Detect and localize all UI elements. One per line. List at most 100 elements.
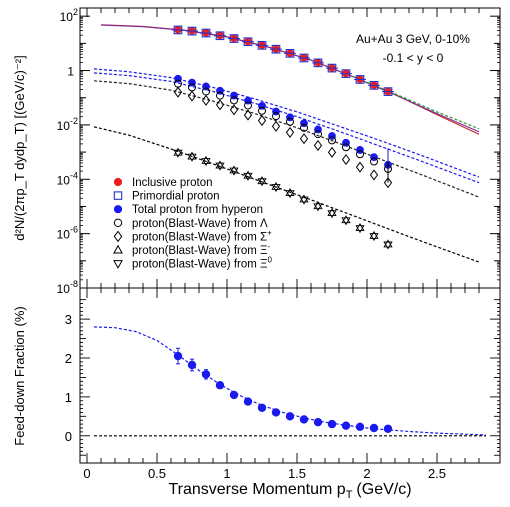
data-point <box>328 132 336 140</box>
data-point <box>369 81 379 90</box>
legend-label-text: Inclusive proton <box>132 177 213 189</box>
legend-marker <box>113 218 123 228</box>
x-tick-label: 1.5 <box>288 466 306 481</box>
legend-label-text: proton(Blast-Wave) from Ξ <box>132 245 268 257</box>
data-point <box>271 120 281 132</box>
legend-marker <box>113 260 123 269</box>
data-point <box>201 28 211 38</box>
data-point <box>230 96 238 105</box>
legend-marker <box>113 191 123 200</box>
y-tick-label-exp: -8 <box>70 279 78 289</box>
data-point <box>215 99 225 111</box>
top-curve-5 <box>93 80 480 198</box>
x-axis-title-main: Transverse Momentum p <box>168 481 345 498</box>
data-point <box>173 86 183 98</box>
x-axis-title-sub: T <box>346 489 353 501</box>
y-tick-label: 10-6 <box>57 225 78 242</box>
data-point <box>285 48 295 58</box>
bottom-curves <box>93 326 487 437</box>
data-point <box>216 91 224 100</box>
data-point <box>355 222 365 234</box>
legend-label-text: Total proton from hyperon <box>132 204 263 216</box>
data-point <box>187 90 197 102</box>
data-point <box>313 139 323 152</box>
legend-label-text: proton(Blast-Wave) from Σ <box>132 231 267 243</box>
y-tick-label-base: 1 <box>67 65 74 79</box>
data-point <box>258 106 266 115</box>
data-point <box>243 170 253 181</box>
legend-label-text: proton(Blast-Wave) from Ξ <box>132 259 268 271</box>
data-point <box>229 390 239 400</box>
data-point <box>341 215 351 226</box>
y-tick-label-base: 10 <box>57 228 71 242</box>
top-curves <box>93 24 480 263</box>
data-point <box>369 230 379 242</box>
x-axis-title: Transverse Momentum pT (GeV/c) <box>168 481 411 501</box>
data-point <box>243 37 253 47</box>
data-point <box>383 239 393 250</box>
data-point <box>383 177 393 189</box>
legend-label: proton(Blast-Wave) from Σ+ <box>132 228 272 243</box>
data-point <box>201 94 211 106</box>
top-points <box>172 25 394 250</box>
data-point <box>383 424 393 433</box>
data-point <box>328 136 336 145</box>
data-point <box>356 150 364 159</box>
data-point <box>341 421 351 430</box>
data-point <box>173 25 183 35</box>
legend-marker <box>113 244 123 254</box>
data-point <box>356 146 364 154</box>
data-point <box>327 419 337 429</box>
data-point <box>257 41 267 50</box>
data-point <box>215 160 225 171</box>
x-tick-label: 0.5 <box>148 466 166 481</box>
legend-label: Total proton from hyperon <box>132 204 263 216</box>
y-tick-label-base: 10 <box>57 119 71 133</box>
y-tick-label: 10-2 <box>57 116 78 133</box>
data-point <box>187 151 197 162</box>
y-tick-label-exp: -6 <box>70 225 78 235</box>
data-point <box>286 117 294 126</box>
bottom-points <box>173 347 393 433</box>
data-point <box>342 143 350 152</box>
y-tick-label: 102 <box>60 7 78 24</box>
data-point <box>201 370 211 379</box>
x-axis-title-unit: (GeV/c) <box>356 481 411 498</box>
data-point <box>313 201 323 212</box>
y-tick-label-exp: -4 <box>70 170 78 180</box>
data-point <box>257 403 267 412</box>
data-point <box>327 146 337 158</box>
top-curve-6 <box>93 126 480 263</box>
data-point <box>285 412 295 421</box>
x-tick-label: 2.5 <box>428 466 446 481</box>
y-tick-label-exp: 2 <box>73 7 78 17</box>
data-point <box>300 123 308 132</box>
data-point <box>201 155 211 167</box>
top-y-axis-title: d²N/(2πp_T dydp_T) [(GeV/c)⁻²] <box>12 55 27 240</box>
legend-marker <box>113 230 123 243</box>
x-tick-label: 2 <box>363 466 370 481</box>
legend-label: proton(Blast-Wave) from Λ <box>132 218 268 230</box>
top-curve-4 <box>93 72 480 184</box>
legend-label-text: Primordial proton <box>132 191 220 203</box>
legend-label-text: proton(Blast-Wave) from Λ <box>132 218 268 230</box>
top-curve-3 <box>93 68 480 178</box>
data-point <box>215 381 225 390</box>
legend-label-sup: 0 <box>268 256 273 265</box>
data-point <box>173 351 183 361</box>
annotation-system: Au+Au 3 GeV, 0-10% <box>356 32 470 46</box>
data-point <box>244 101 252 110</box>
y-tick-label-base: 10 <box>60 10 74 24</box>
y-tick-label: 0 <box>65 429 72 444</box>
data-point <box>369 169 379 181</box>
data-point <box>257 114 267 127</box>
data-point <box>327 207 337 219</box>
legend-label-sub: - <box>268 242 271 251</box>
data-point <box>370 157 378 166</box>
annotation-rapidity: -0.1 < y < 0 <box>383 51 444 65</box>
data-point <box>285 188 295 199</box>
